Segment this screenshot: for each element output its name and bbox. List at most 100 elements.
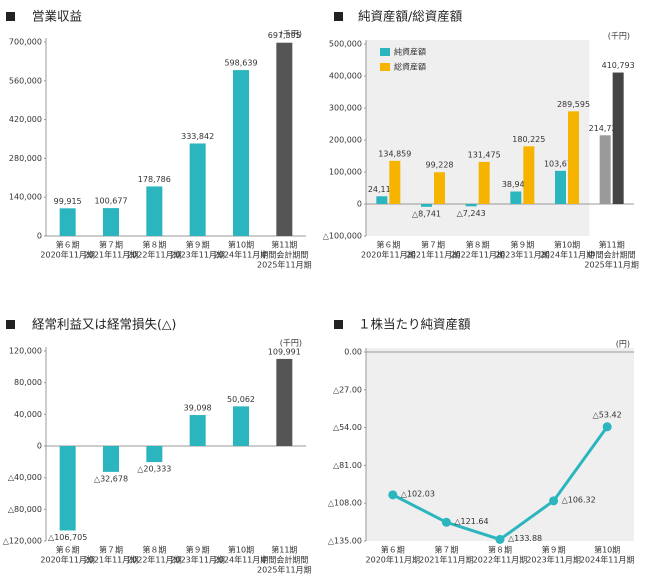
plot-background <box>366 348 634 541</box>
x-tick-label: 2021年11月期 <box>84 555 139 565</box>
x-tick-label: 2024年11月期 <box>214 250 269 260</box>
y-tick-label: 560,000 <box>9 76 42 85</box>
x-tick-label: 第８期 <box>142 545 166 555</box>
bar <box>189 143 206 236</box>
x-tick-label: 2024年11月期 <box>580 555 635 565</box>
unit-label: (千円) <box>280 338 302 348</box>
unit-label: (千円) <box>608 31 630 41</box>
data-label: 24,116 <box>368 185 396 194</box>
bar <box>555 170 566 204</box>
point <box>602 422 612 432</box>
bar <box>103 208 119 236</box>
bar <box>599 135 611 204</box>
bar <box>510 191 522 204</box>
x-tick-label: 2023年11月期 <box>170 250 225 260</box>
y-tick-label: 700,000 <box>9 38 42 47</box>
y-tick-label: △81.00 <box>333 461 362 470</box>
x-tick-label: 第10期 <box>228 545 254 555</box>
point <box>549 496 559 506</box>
data-label: 180,225 <box>512 135 545 144</box>
y-tick-label: 40,000 <box>14 410 42 419</box>
y-tick-label: 120,000 <box>9 347 42 356</box>
x-tick-label: 2021年11月期 <box>406 250 461 260</box>
x-tick-label: 2024年11月期 <box>540 250 595 260</box>
data-label: 99,915 <box>54 197 82 206</box>
bar <box>421 204 432 207</box>
y-tick-label: 80,000 <box>14 378 42 387</box>
data-label: △53.42 <box>593 410 622 419</box>
chart: １株当たり純資産額 (円) △135.00 △108.00 △81.00 △54.00 △2… <box>328 317 635 565</box>
data-label: 50,062 <box>227 395 255 404</box>
y-tick-label: 0 <box>37 442 42 451</box>
x-tick-label: 2023年11月期 <box>526 555 581 565</box>
data-label: 38,943 <box>502 180 530 189</box>
data-label: △7,243 <box>457 209 486 218</box>
legend-label: 純資産額 <box>394 47 426 57</box>
x-tick-label: 第８期 <box>488 545 512 555</box>
x-tick-label: 第10期 <box>594 545 620 555</box>
bar <box>478 161 490 204</box>
data-label: 410,793 <box>602 61 635 70</box>
chart-title: 純資産額/総資産額 <box>358 9 463 24</box>
data-label: 214,723 <box>589 124 622 133</box>
x-tick-label: 2022年11月期 <box>127 555 182 565</box>
legend-label: 総資産額 <box>394 62 426 72</box>
y-tick-label: 0 <box>37 232 42 241</box>
data-label: 109,991 <box>268 347 301 356</box>
bar <box>146 186 163 236</box>
y-tick-label: 0.00 <box>344 348 362 357</box>
x-tick-label: 2022年11月期 <box>127 250 182 260</box>
title-marker <box>6 12 15 21</box>
data-label: 99,228 <box>426 161 454 170</box>
y-tick-label: △27.00 <box>333 385 362 394</box>
legend-swatch <box>380 48 390 56</box>
x-tick-label: 2023年11月期 <box>495 250 550 260</box>
x-tick-label: 第７期 <box>421 240 445 250</box>
chart-title: 営業収益 <box>32 9 82 24</box>
x-tick-label: 第11期 <box>271 240 297 250</box>
data-label: △20,333 <box>137 465 171 474</box>
point <box>495 534 505 544</box>
title-marker <box>334 12 343 21</box>
x-tick-label: 第９期 <box>186 240 210 250</box>
x-tick-label: 2023年11月期 <box>170 555 225 565</box>
data-label: △133.88 <box>508 534 542 543</box>
y-tick-label: 300,000 <box>329 104 362 113</box>
x-tick-label: 2025年11月期 <box>584 260 639 270</box>
x-tick-label: 2022年11月期 <box>450 250 505 260</box>
x-tick-label: 中間会計期間 <box>260 250 308 260</box>
x-tick-label: 第10期 <box>554 240 580 250</box>
y-tick-label: 0 <box>357 200 362 209</box>
x-tick-label: 2025年11月期 <box>257 565 312 575</box>
data-label: △106,705 <box>48 533 87 542</box>
x-tick-label: 第７期 <box>434 545 458 555</box>
data-label: 178,786 <box>138 175 171 184</box>
x-tick-label: 2021年11月期 <box>419 555 474 565</box>
chart: 営業収益 (千円) 0 140,000 280,000 420,000 560,000 700… <box>9 9 312 270</box>
bar <box>233 70 249 236</box>
bar <box>389 160 401 204</box>
x-tick-label: 2021年11月期 <box>84 250 139 260</box>
data-label: △8,741 <box>412 209 441 218</box>
bar <box>568 111 579 204</box>
bar <box>276 358 293 446</box>
x-tick-label: 第９期 <box>186 545 210 555</box>
title-marker <box>334 320 343 329</box>
data-label: △106.32 <box>562 495 596 504</box>
y-tick-label: △135.00 <box>328 537 362 546</box>
title-marker <box>6 320 15 329</box>
x-tick-label: 第７期 <box>99 240 123 250</box>
x-tick-label: 2020年11月期 <box>40 555 95 565</box>
x-tick-label: 第６期 <box>376 240 400 250</box>
bar <box>465 204 477 207</box>
chart: 経常利益又は経常損失(△) (千円) △120,000 △80,000 △40,000 0… <box>3 317 312 575</box>
data-label: 39,098 <box>184 404 212 413</box>
x-tick-label: 2025年11月期 <box>257 260 312 270</box>
x-tick-label: 第７期 <box>99 545 123 555</box>
bar <box>233 406 249 446</box>
x-tick-label: 第６期 <box>56 240 80 250</box>
legend-swatch <box>380 63 390 71</box>
chart-title: 経常利益又は経常損失(△) <box>32 317 176 332</box>
bar <box>276 42 293 237</box>
point <box>388 490 398 500</box>
